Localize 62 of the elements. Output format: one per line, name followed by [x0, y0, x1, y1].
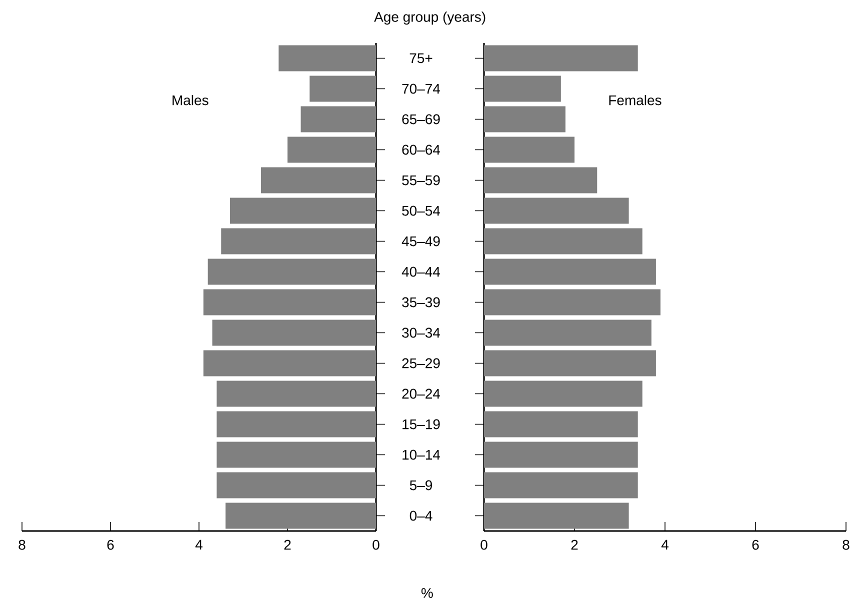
bar — [300, 106, 376, 132]
bar — [260, 167, 376, 194]
y-tick-label: 60–64 — [402, 144, 440, 155]
bar — [226, 502, 376, 529]
y-tick-label: 70–74 — [402, 84, 440, 94]
bar — [230, 198, 376, 224]
x-tick-label: 6 — [752, 540, 759, 550]
text: Males — [172, 94, 208, 106]
bar — [484, 258, 656, 285]
y-tick-label: 45–49 — [402, 236, 440, 246]
x-tick-label: 4 — [195, 540, 202, 550]
x-tick-label: 4 — [661, 540, 668, 550]
bar — [208, 258, 376, 285]
y-axis-title: Age group (years) — [374, 12, 486, 25]
x-tick-label: 8 — [18, 540, 26, 550]
bar — [484, 442, 638, 468]
series-label: Females — [609, 94, 662, 106]
bar — [484, 320, 652, 346]
bar — [484, 45, 638, 72]
bar — [484, 472, 638, 498]
bar — [221, 228, 376, 254]
bar — [203, 350, 376, 376]
bar — [278, 45, 376, 72]
y-tick-label: 20–24 — [402, 388, 440, 399]
bar — [203, 289, 376, 316]
bar — [287, 136, 376, 163]
bar — [484, 350, 656, 376]
x-tick-label: 0 — [480, 540, 488, 550]
bar — [484, 136, 575, 163]
x-tick-label: 2 — [284, 540, 291, 550]
y-tick-label: 0–4 — [410, 510, 432, 521]
bar — [484, 380, 642, 407]
y-tick-label: 35–39 — [402, 297, 440, 308]
y-tick-label: 55–59 — [402, 175, 440, 186]
bar — [216, 380, 376, 407]
bar — [484, 289, 660, 316]
x-tick-label: 6 — [107, 540, 114, 550]
bar — [484, 106, 566, 132]
bar — [216, 411, 376, 438]
bar — [216, 442, 376, 468]
bar — [484, 228, 642, 254]
x-tick-label: 2 — [571, 540, 578, 550]
y-tick-label: 30–34 — [402, 328, 440, 338]
y-tick-label: 10–14 — [402, 450, 440, 460]
bar — [484, 198, 629, 224]
bar — [310, 76, 376, 102]
y-tick-label: 5–9 — [410, 480, 432, 490]
y-tick-label: 15–19 — [402, 419, 440, 430]
bar — [484, 76, 561, 102]
x-tick-label: 8 — [842, 540, 850, 550]
y-tick-label: 65–69 — [402, 114, 440, 124]
x-axis-title: % — [421, 588, 433, 598]
y-tick-label: 50–54 — [402, 206, 440, 216]
bar — [216, 472, 376, 498]
x-tick-label: 0 — [372, 540, 380, 550]
bar — [484, 167, 598, 194]
y-tick-label: 75+ — [410, 53, 432, 64]
bar — [484, 502, 629, 529]
y-tick-label: 25–29 — [402, 358, 440, 368]
bar — [484, 411, 638, 438]
bar — [212, 320, 376, 346]
y-tick-label: 40–44 — [402, 266, 440, 277]
